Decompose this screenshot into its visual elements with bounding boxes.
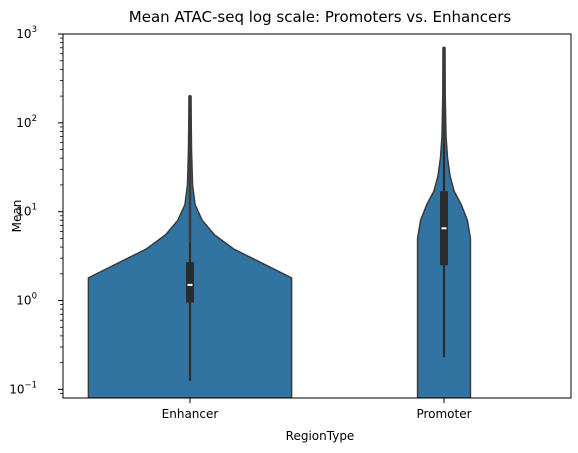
y-tick-label: 103 bbox=[16, 25, 37, 41]
chart-title: Mean ATAC-seq log scale: Promoters vs. E… bbox=[129, 8, 512, 26]
y-tick-label: 102 bbox=[16, 114, 37, 130]
y-axis-label: Mean bbox=[10, 200, 24, 233]
plot-area bbox=[87, 46, 472, 398]
violin-group bbox=[87, 46, 472, 398]
y-tick-label: 10−1 bbox=[9, 380, 37, 396]
y-tick-label: 100 bbox=[16, 292, 37, 308]
y-tick-label: 101 bbox=[16, 203, 37, 219]
x-tick-label: Enhancer bbox=[162, 407, 219, 421]
y-axis: 10−1 100 101 102 103 bbox=[9, 25, 63, 396]
x-axis: Enhancer Promoter bbox=[162, 398, 472, 421]
iqr-box-enhancer bbox=[186, 262, 194, 303]
x-tick-label: Promoter bbox=[416, 407, 471, 421]
x-axis-label: RegionType bbox=[286, 429, 355, 443]
